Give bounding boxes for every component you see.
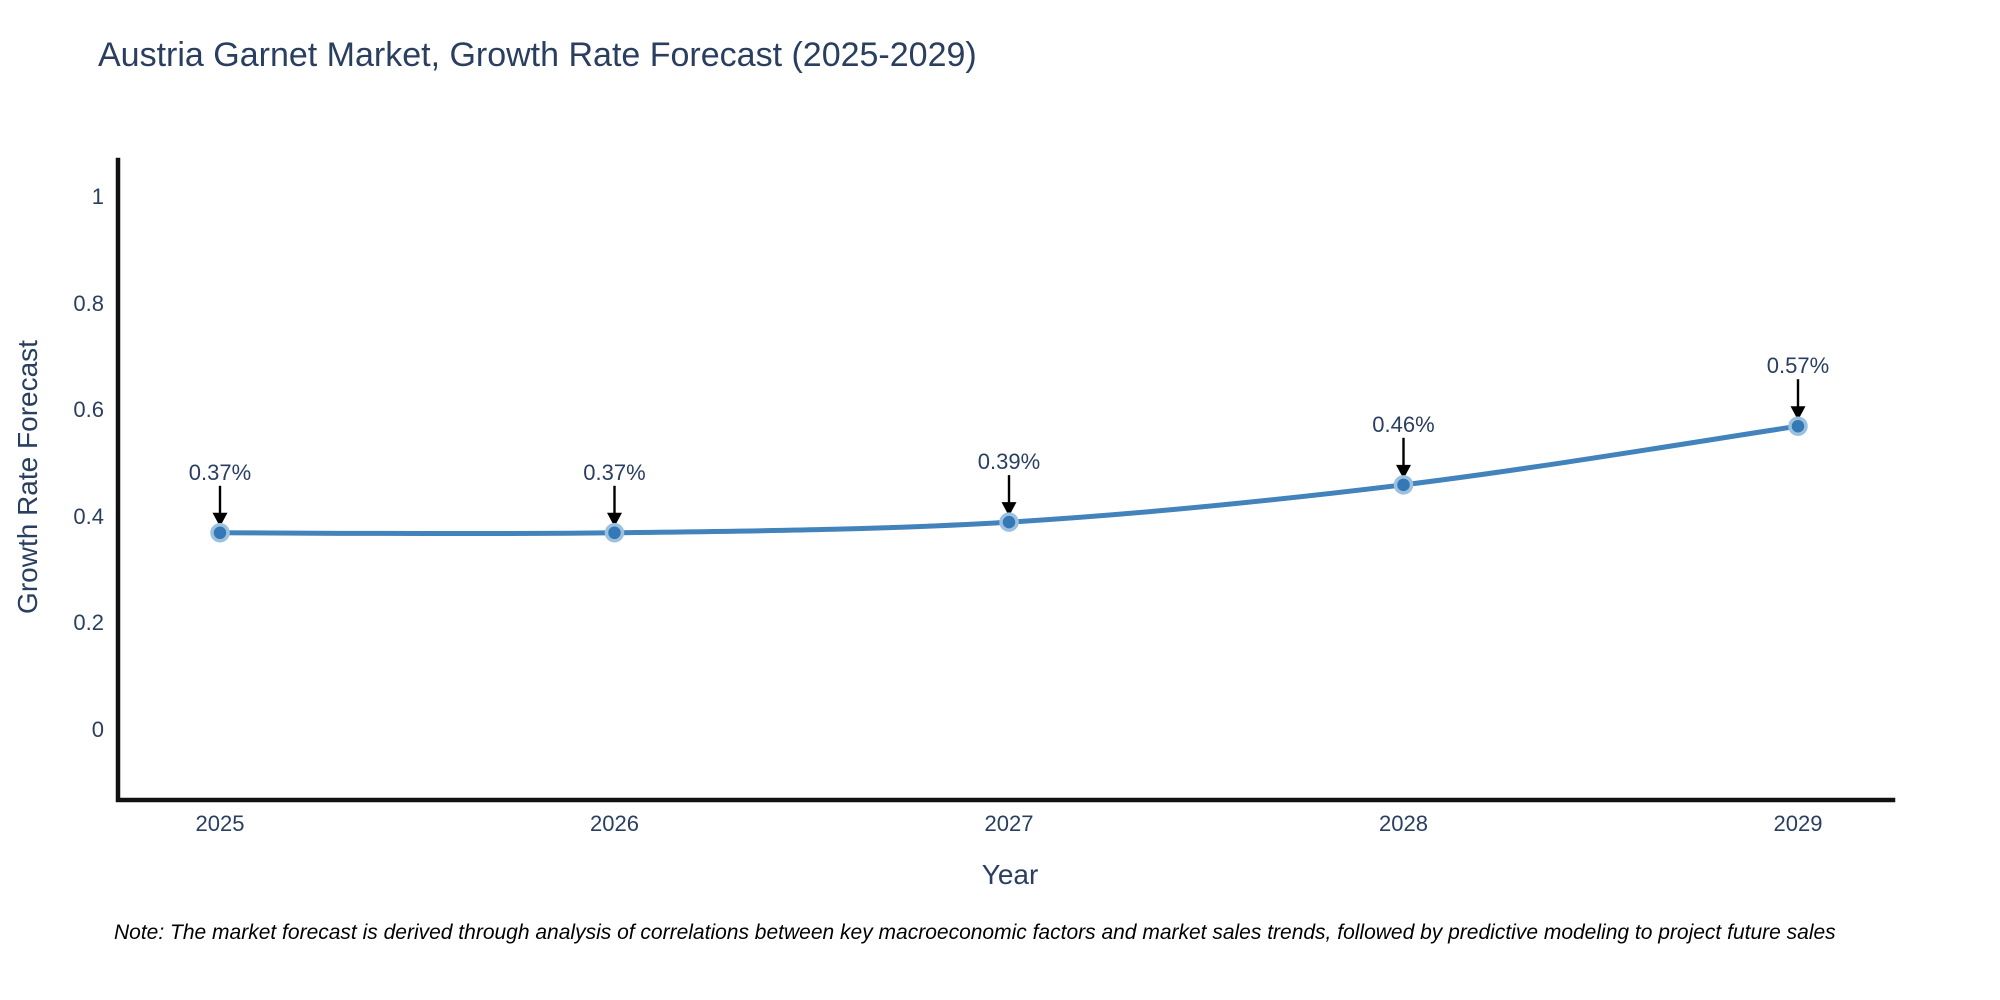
point-label: 0.39% bbox=[977, 449, 1041, 475]
data-point-marker[interactable] bbox=[999, 512, 1019, 532]
y-axis-title: Growth Rate Forecast bbox=[12, 340, 43, 614]
x-tick-label: 2025 bbox=[195, 811, 245, 836]
point-label: 0.37% bbox=[583, 459, 646, 485]
annotation-arrow-head bbox=[212, 512, 228, 527]
data-point-marker[interactable] bbox=[604, 523, 625, 543]
axis-lines bbox=[115, 157, 1896, 803]
y-tick-label: 0.4 bbox=[73, 503, 104, 529]
data-markers bbox=[210, 416, 1808, 543]
x-tick-label: 2029 bbox=[1773, 811, 1823, 836]
annotation-arrow-head bbox=[1001, 502, 1017, 517]
x-tick-label: 2026 bbox=[590, 811, 639, 836]
y-tick-label: 0.8 bbox=[73, 290, 104, 316]
y-tick-label: 0.6 bbox=[73, 397, 104, 423]
chart-title: Austria Garnet Market, Growth Rate Forec… bbox=[98, 36, 977, 74]
annotation-arrows bbox=[212, 379, 1806, 527]
annotation-arrow-head bbox=[607, 512, 622, 527]
x-tick-label: 2027 bbox=[984, 811, 1034, 836]
y-tick-label: 0 bbox=[91, 717, 104, 742]
x-tick-label: 2028 bbox=[1379, 811, 1428, 836]
annotation-arrow-head bbox=[1396, 464, 1411, 479]
data-point-marker[interactable] bbox=[1788, 416, 1808, 436]
point-label: 0.37% bbox=[188, 459, 252, 485]
data-point-marker[interactable] bbox=[210, 523, 230, 543]
footnote: Note: The market forecast is derived thr… bbox=[114, 921, 1836, 944]
data-point-marker[interactable] bbox=[1393, 475, 1414, 495]
x-axis-title: Year bbox=[981, 859, 1039, 890]
annotation-arrow-head bbox=[1790, 406, 1806, 421]
point-label: 0.57% bbox=[1766, 353, 1830, 379]
y-tick-label: 1 bbox=[91, 184, 104, 209]
point-label: 0.46% bbox=[1372, 411, 1435, 437]
y-tick-label: 0.2 bbox=[73, 610, 104, 636]
